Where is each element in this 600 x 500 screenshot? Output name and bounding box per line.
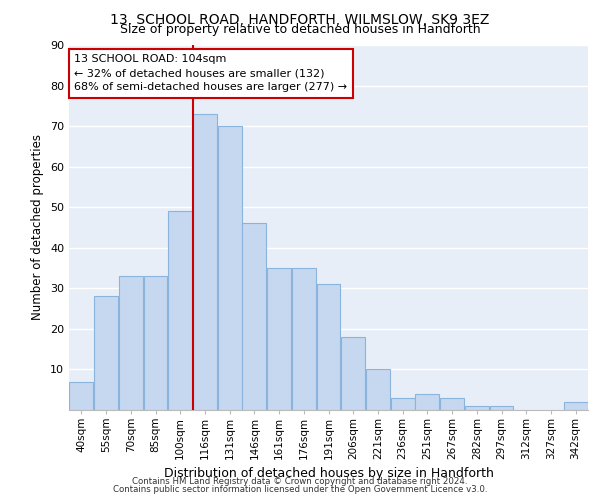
Bar — [317, 284, 340, 410]
Bar — [366, 370, 390, 410]
Text: 13, SCHOOL ROAD, HANDFORTH, WILMSLOW, SK9 3EZ: 13, SCHOOL ROAD, HANDFORTH, WILMSLOW, SK… — [110, 12, 490, 26]
Bar — [465, 406, 489, 410]
Bar — [242, 224, 266, 410]
Bar — [490, 406, 514, 410]
Y-axis label: Number of detached properties: Number of detached properties — [31, 134, 44, 320]
Bar — [119, 276, 143, 410]
Bar — [341, 337, 365, 410]
Text: 13 SCHOOL ROAD: 104sqm
← 32% of detached houses are smaller (132)
68% of semi-de: 13 SCHOOL ROAD: 104sqm ← 32% of detached… — [74, 54, 347, 92]
Bar — [415, 394, 439, 410]
Bar — [563, 402, 587, 410]
Bar — [440, 398, 464, 410]
Bar — [70, 382, 94, 410]
Text: Contains HM Land Registry data © Crown copyright and database right 2024.: Contains HM Land Registry data © Crown c… — [132, 477, 468, 486]
Bar — [218, 126, 242, 410]
Bar — [193, 114, 217, 410]
Bar — [391, 398, 415, 410]
Bar — [94, 296, 118, 410]
Bar — [168, 212, 192, 410]
Text: Size of property relative to detached houses in Handforth: Size of property relative to detached ho… — [119, 22, 481, 36]
Bar — [143, 276, 167, 410]
X-axis label: Distribution of detached houses by size in Handforth: Distribution of detached houses by size … — [164, 468, 493, 480]
Bar — [292, 268, 316, 410]
Bar — [267, 268, 291, 410]
Text: Contains public sector information licensed under the Open Government Licence v3: Contains public sector information licen… — [113, 485, 487, 494]
